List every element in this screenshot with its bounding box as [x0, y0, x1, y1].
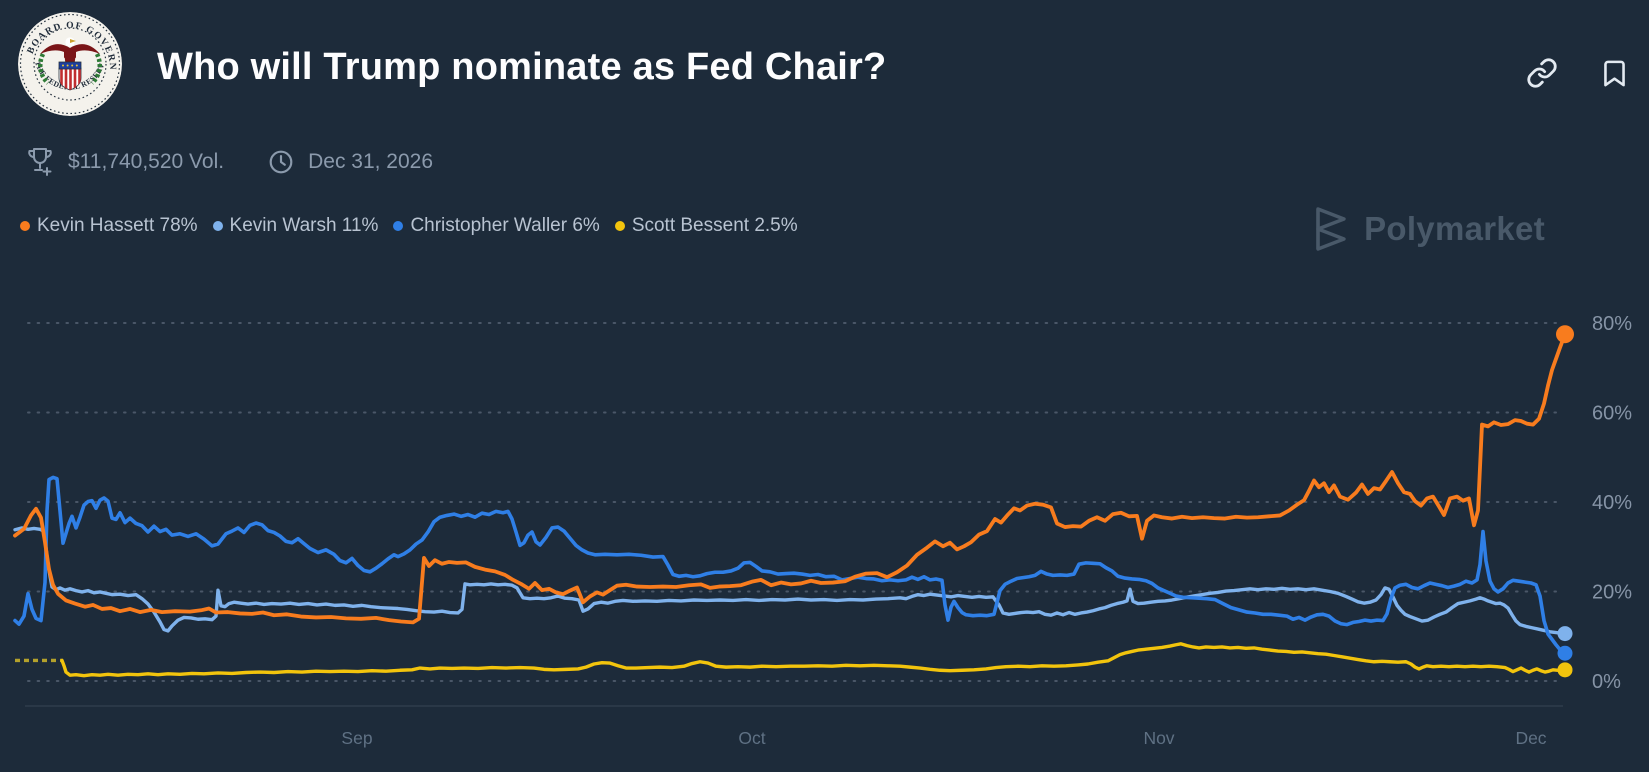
volume-value: $11,740,520 Vol. — [68, 150, 225, 173]
chart-legend: Kevin Hassett 78% Kevin Warsh 11% Christop… — [20, 215, 798, 237]
x-axis-label: Oct — [738, 728, 765, 748]
bookmark-button[interactable] — [1597, 56, 1631, 90]
polymarket-wordmark: Polymarket — [1364, 210, 1545, 247]
y-axis-label: 0% — [1592, 671, 1621, 693]
shield — [58, 61, 82, 91]
legend-item[interactable]: Christopher Waller 6% — [393, 215, 600, 237]
series-end-dot-kevin-warsh — [1557, 626, 1573, 642]
y-axis-label: 20% — [1592, 582, 1632, 604]
legend-label: Kevin Hassett 78% — [37, 215, 198, 236]
legend-label: Christopher Waller 6% — [410, 215, 600, 236]
legend-item[interactable]: Kevin Hassett 78% — [20, 215, 198, 237]
x-axis-label: Nov — [1143, 728, 1174, 748]
header-actions — [1525, 56, 1631, 90]
legend-label: Scott Bessent 2.5% — [631, 215, 798, 236]
legend-dot-icon — [20, 221, 30, 231]
series-line-kevin-warsh — [13, 526, 1567, 636]
series-line-kevin-hassett — [13, 332, 1567, 625]
trophy-icon — [28, 148, 52, 176]
series-end-dot-kevin-hassett — [1556, 325, 1574, 344]
volume-stat: $11,740,520 Vol. — [26, 146, 224, 178]
legend-dot-icon — [393, 221, 404, 231]
legend-dot-icon — [212, 221, 223, 231]
page-title: Who will Trump nominate as Fed Chair? — [157, 46, 887, 88]
fed-seal-logo: BOARD OF GOVERNORS THE FEDERAL RESERVE S… — [18, 12, 122, 116]
bookmark-icon — [1603, 60, 1625, 86]
y-axis-label: 60% — [1592, 403, 1632, 425]
x-axis-label: Dec — [1515, 728, 1546, 748]
series-end-dot-scott-bessent — [1557, 662, 1573, 678]
series-line-christopher-waller — [13, 475, 1567, 656]
clock-icon — [269, 150, 293, 174]
end-date-stat: Dec 31, 2026 — [268, 149, 433, 175]
legend-dot-icon — [614, 221, 625, 231]
polymarket-watermark: Polymarket — [1310, 205, 1545, 253]
y-axis-label: 40% — [1592, 492, 1632, 514]
series-line-scott-bessent — [60, 642, 1567, 678]
x-axis-label: Sep — [341, 728, 372, 748]
legend-item[interactable]: Kevin Warsh 11% — [212, 215, 379, 237]
polymarket-logo-icon — [1316, 207, 1346, 251]
link-icon — [1527, 58, 1557, 88]
market-stats: $11,740,520 Vol. Dec 31, 2026 — [26, 146, 433, 178]
copy-link-button[interactable] — [1525, 56, 1559, 90]
end-date-value: Dec 31, 2026 — [308, 150, 434, 173]
legend-label: Kevin Warsh 11% — [229, 215, 379, 236]
legend-item[interactable]: Scott Bessent 2.5% — [614, 215, 798, 237]
laurel-branches — [38, 52, 102, 85]
y-axis-label: 80% — [1592, 313, 1632, 335]
series-end-dot-christopher-waller — [1557, 645, 1573, 661]
